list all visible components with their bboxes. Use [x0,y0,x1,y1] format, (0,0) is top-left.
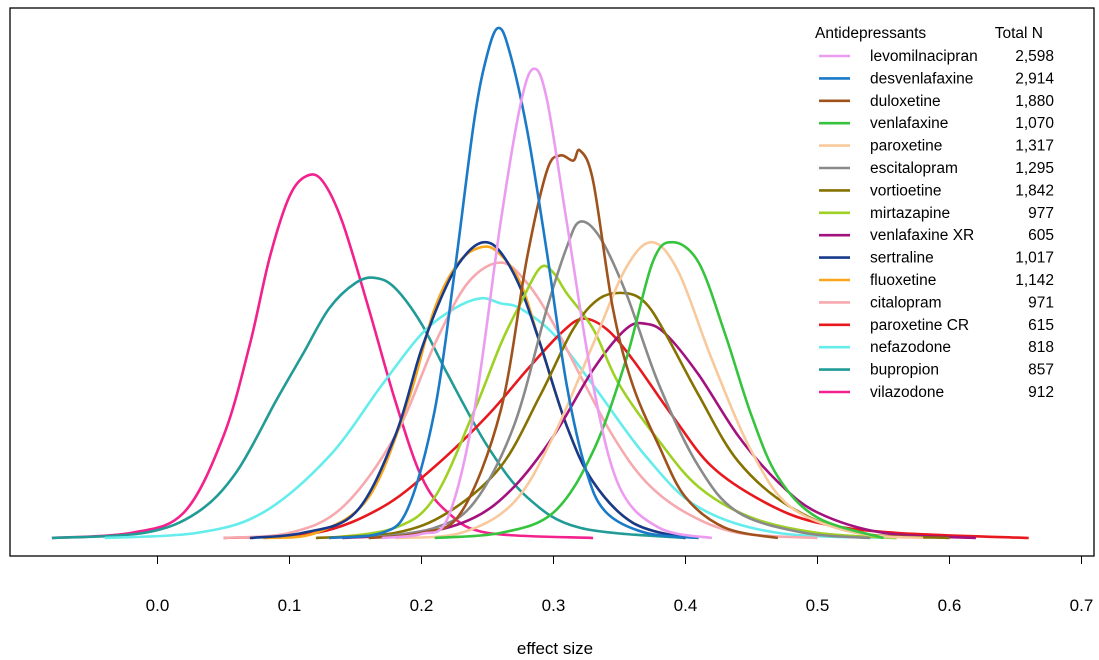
x-tick-label: 0.3 [542,596,566,615]
legend-title: Antidepressants [815,25,926,42]
legend-label: sertraline [870,250,934,267]
legend-item-citalopram: citalopram 971 [819,294,1054,311]
legend-item-vortioetine: vortioetine 1,842 [819,182,1054,199]
legend-item-mirtazapine: mirtazapine 977 [819,205,1054,222]
density-curve-nefazodone [104,296,897,540]
legend-item-fluoxetine: fluoxetine 1,142 [819,272,1054,289]
x-tick-label: 0.4 [674,596,698,615]
x-axis-title: effect size [517,639,593,658]
density-curve-escitalopram [368,220,871,540]
legend-label: nefazodone [870,339,951,356]
density-curve-sertraline [249,240,686,540]
legend-item-duloxetine: duloxetine 1,880 [819,93,1054,110]
legend-count: 912 [1028,384,1054,401]
legend-label: vortioetine [870,182,942,199]
legend-item-venlafaxine: venlafaxine 1,070 [819,115,1054,132]
legend-count: 2,914 [1015,70,1054,87]
legend-label: bupropion [870,362,939,379]
legend-count: 971 [1028,294,1054,311]
x-tick-label: 0.7 [1070,596,1094,615]
x-tick-label: 0.5 [806,596,830,615]
density-curve-citalopram [223,261,818,540]
x-tick-label: 0.0 [146,596,170,615]
legend-label: fluoxetine [870,272,936,289]
density-curves [51,26,1029,540]
legend-item-paroxetine-cr: paroxetine CR 615 [819,317,1054,334]
legend-item-desvenlafaxine: desvenlafaxine 2,914 [819,70,1054,87]
legend-count: 605 [1028,227,1054,244]
x-tick-label: 0.2 [410,596,434,615]
legend-count: 1,842 [1015,182,1054,199]
legend-item-escitalopram: escitalopram 1,295 [819,160,1054,177]
legend-item-levomilnacipran: levomilnacipran 2,598 [819,48,1054,65]
density-curve-bupropion [51,276,686,540]
density-curve-duloxetine [368,148,779,540]
legend-label: vilazodone [870,384,944,401]
legend-item-paroxetine: paroxetine 1,317 [819,138,1054,155]
legend-label: paroxetine [870,138,942,155]
legend-count: 977 [1028,205,1054,222]
legend-label: escitalopram [870,160,958,177]
legend-count: 615 [1028,317,1054,334]
x-tick-label: 0.1 [278,596,302,615]
density-curve-paroxetine-cr [223,317,1029,540]
legend-count: 2,598 [1015,48,1054,65]
legend-count: 1,017 [1015,250,1054,267]
density-curve-venlafaxine-xr [342,321,976,540]
density-curve-desvenlafaxine [328,26,699,540]
legend-count: 857 [1028,362,1054,379]
legend-label: paroxetine CR [870,317,969,334]
x-axis: 0.0 0.1 0.2 0.3 0.4 0.5 0.6 0.7 [146,556,1094,615]
legend-item-nefazodone: nefazodone 818 [819,339,1054,356]
legend-label: levomilnacipran [870,48,978,65]
legend-count: 1,880 [1015,93,1054,110]
legend-label: duloxetine [870,93,941,110]
density-curve-levomilnacipran [381,67,713,540]
legend-label: venlafaxine [870,115,948,132]
legend: Antidepressants Total N levomilnacipran 2… [815,25,1054,401]
density-curve-venlafaxine [434,240,884,540]
legend-label: venlafaxine XR [870,227,974,244]
x-tick-label: 0.6 [938,596,962,615]
legend-label: desvenlafaxine [870,70,973,87]
legend-item-vilazodone: vilazodone 912 [819,384,1054,401]
legend-count: 1,142 [1015,272,1054,289]
legend-count: 1,070 [1015,115,1054,132]
plot-frame [9,7,1095,557]
density-curve-paroxetine [394,240,924,540]
legend-count: 818 [1028,339,1054,356]
legend-item-venlafaxine-xr: venlafaxine XR 605 [819,227,1054,244]
legend-count: 1,317 [1015,138,1054,155]
legend-item-sertraline: sertraline 1,017 [819,250,1054,267]
legend-item-bupropion: bupropion 857 [819,362,1054,379]
legend-label: citalopram [870,294,942,311]
legend-count-title: Total N [995,25,1043,42]
legend-label: mirtazapine [870,205,950,222]
legend-count: 1,295 [1015,160,1054,177]
